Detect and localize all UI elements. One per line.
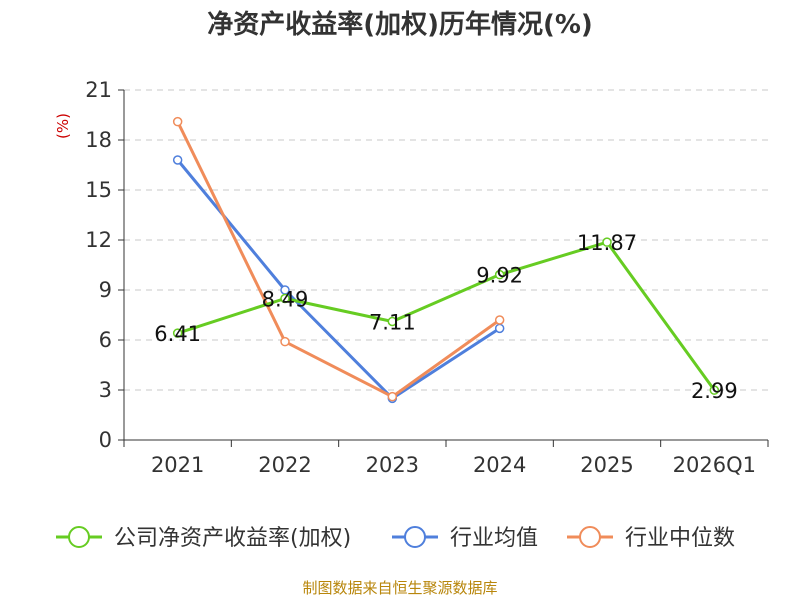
data-point (494, 323, 505, 334)
y-tick-label: 12 (85, 228, 112, 252)
data-point (172, 155, 183, 165)
legend-marker (404, 526, 426, 548)
x-tick-label: 2026Q1 (673, 453, 756, 477)
legend-marker (579, 526, 601, 548)
legend-label: 行业均值 (450, 526, 538, 551)
data-point (280, 293, 290, 304)
legend[interactable]: 公司净资产收益率(加权) 行业均值 行业中位数 (56, 526, 735, 551)
data-point (172, 116, 183, 127)
legend-item[interactable]: 公司净资产收益率(加权) (56, 526, 351, 551)
data-label: 2.99 (691, 379, 738, 403)
y-tick-label: 6 (99, 328, 112, 352)
axes: 0 3 6 9 12 15 18 21 2021 2022 2023 2024 2025 2026Q1 (85, 78, 769, 477)
series-line (177, 240, 716, 392)
y-tick-label: 21 (85, 78, 112, 102)
y-tick-label: 15 (85, 178, 112, 202)
data-point (494, 315, 505, 325)
data-point (602, 237, 612, 247)
data-point (387, 391, 398, 402)
data-point (709, 385, 720, 395)
legend-marker (68, 526, 90, 548)
data-point (280, 336, 290, 347)
legend-label: 公司净资产收益率(加权) (114, 526, 351, 551)
y-tick-label: 18 (85, 128, 112, 152)
chart-title: 净资产收益率(加权)历年情况(%) (207, 9, 593, 40)
y-tick-label: 0 (99, 428, 112, 452)
data-label: 6.41 (154, 322, 201, 346)
x-tick-label: 2025 (580, 453, 633, 477)
y-axis-label: (%) (54, 113, 72, 139)
legend-item[interactable]: 行业中位数 (567, 526, 735, 551)
data-label: 8.49 (262, 288, 309, 312)
data-label: 11.87 (577, 231, 637, 255)
x-tick-label: 2021 (151, 453, 204, 477)
x-tick-label: 2022 (258, 453, 311, 477)
legend-label: 行业中位数 (625, 526, 735, 551)
y-tick-label: 3 (99, 378, 112, 402)
series-layer (172, 116, 720, 404)
data-label: 9.92 (476, 264, 523, 288)
y-tick-label: 9 (99, 278, 112, 302)
data-point (387, 316, 398, 327)
series-line (176, 121, 501, 399)
data-point (494, 269, 505, 280)
x-tick-label: 2023 (366, 453, 419, 477)
gridlines (124, 89, 768, 391)
legend-item[interactable]: 行业均值 (392, 526, 538, 551)
series-line (176, 159, 501, 400)
data-labels: 6.41 8.49 7.11 9.92 11.87 2.99 (154, 231, 737, 403)
data-label: 7.11 (369, 311, 416, 335)
data-point (172, 328, 183, 338)
source-note: 制图数据来自恒生聚源数据库 (302, 579, 497, 597)
x-tick-label: 2024 (473, 453, 526, 477)
